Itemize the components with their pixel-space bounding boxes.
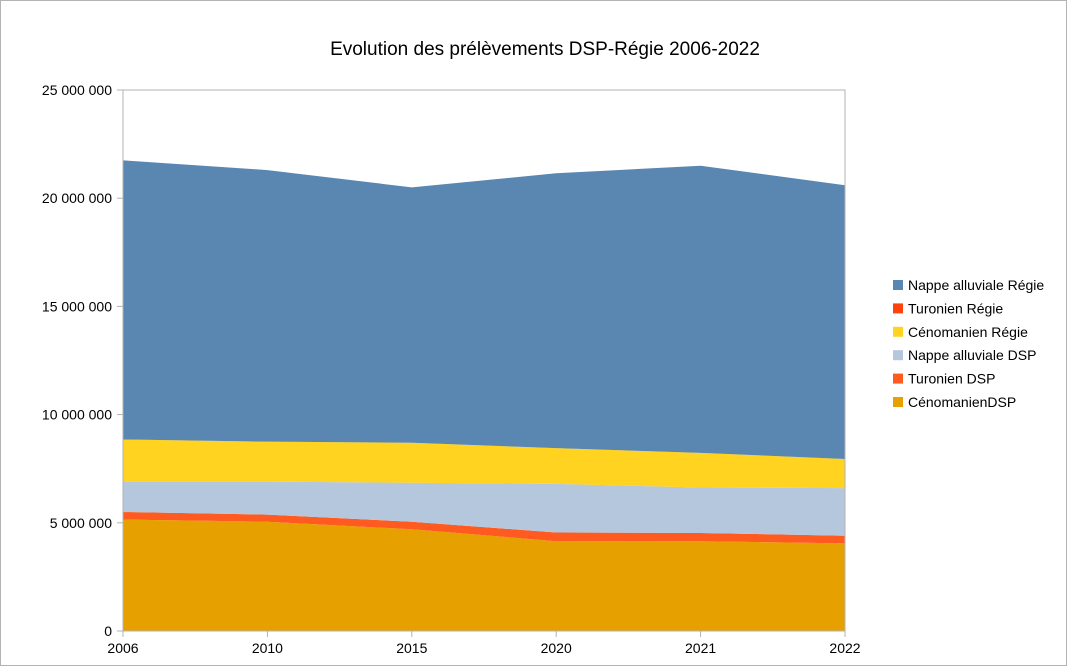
legend-label-cenomanien-regie: Cénomanien Régie	[908, 324, 1028, 340]
y-tick-label: 0	[104, 623, 112, 639]
area-cenomanien-regie	[123, 439, 845, 489]
x-tick-label: 2022	[829, 640, 860, 656]
axes: 0 5 000 000 10 000 000 15 000 000 20 000 000…	[42, 82, 861, 656]
area-nappe-alluviale-dsp	[123, 481, 845, 536]
area-cenomaniendsp	[123, 519, 845, 631]
x-tick-label: 2015	[396, 640, 427, 656]
y-tick-label: 15 000 000	[42, 298, 112, 314]
legend: Nappe alluviale Régie Turonien Régie Cénom…	[893, 277, 1044, 410]
legend-swatch-cenomaniendsp	[893, 397, 903, 407]
legend-label-nappe-alluviale-dsp: Nappe alluviale DSP	[908, 347, 1036, 363]
legend-label-turonien-dsp: Turonien DSP	[908, 371, 995, 387]
area-turonien-dsp	[123, 511, 845, 544]
y-tick-label: 5 000 000	[50, 515, 112, 531]
area-nappe-alluviale-regie	[123, 160, 845, 459]
area-series-group	[123, 160, 845, 631]
legend-swatch-cenomanien-regie	[893, 326, 903, 337]
x-tick-label: 2006	[107, 640, 138, 656]
legend-label-cenomaniendsp: CénomanienDSP	[908, 394, 1016, 410]
chart-title: Evolution des prélèvements DSP-Régie 200…	[330, 39, 760, 60]
legend-swatch-turonien-regie	[893, 303, 903, 314]
legend-swatch-nappe-alluviale-dsp	[893, 350, 903, 361]
legend-swatch-turonien-dsp	[893, 373, 903, 384]
x-tick-label: 2010	[252, 640, 283, 656]
y-tick-label: 20 000 000	[42, 190, 112, 206]
x-tick-label: 2020	[541, 640, 572, 656]
y-tick-label: 25 000 000	[42, 82, 112, 98]
legend-swatch-nappe-alluviale-regie	[893, 280, 903, 290]
legend-label-turonien-regie: Turonien Régie	[908, 300, 1003, 316]
x-tick-label: 2021	[685, 640, 716, 656]
legend-label-nappe-alluviale-regie: Nappe alluviale Régie	[908, 277, 1044, 293]
y-tick-label: 10 000 000	[42, 407, 112, 423]
